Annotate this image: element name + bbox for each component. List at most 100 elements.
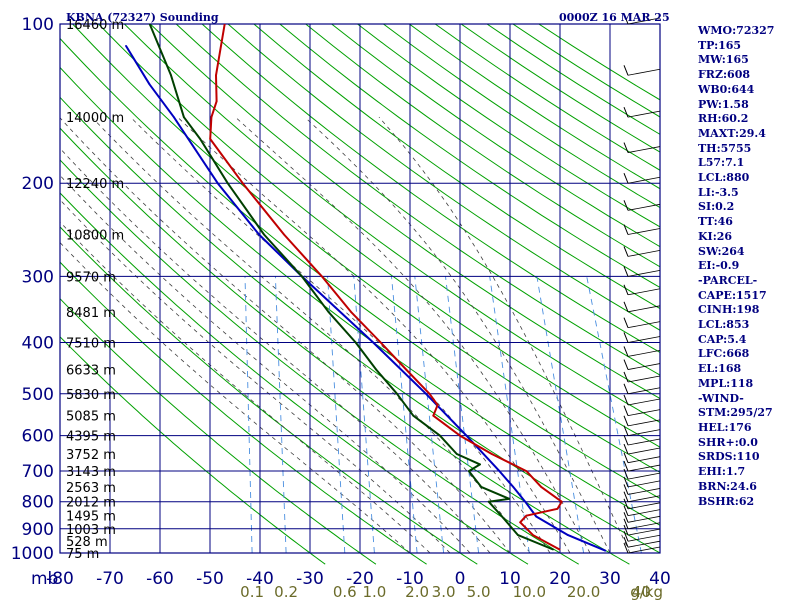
mixing-ratio-line xyxy=(536,276,585,554)
stat-item: HEL:176 xyxy=(698,420,752,434)
wind-barb xyxy=(627,146,661,153)
temperature-trace-point xyxy=(556,507,559,510)
pressure-label-700: 700 xyxy=(22,462,54,482)
moist-adiabat xyxy=(60,117,511,554)
stat-item: FRZ:608 xyxy=(698,68,751,82)
profiles xyxy=(125,24,607,552)
temperature-trace-point xyxy=(540,486,543,488)
parcel-trace-point xyxy=(258,233,260,236)
wind-barb-flag xyxy=(623,505,629,516)
dewpoint-trace-point xyxy=(517,534,519,536)
pressure-label-400: 400 xyxy=(22,333,54,353)
temperature-trace-point xyxy=(215,100,218,103)
wind-barb-flag xyxy=(623,468,629,480)
height-label: 2563 m xyxy=(66,481,116,496)
temperature-tick--40: -40 xyxy=(246,569,274,589)
temperature-trace-point xyxy=(379,341,382,344)
height-label: 5085 m xyxy=(66,410,116,425)
temperature-tick--10: -10 xyxy=(396,569,424,589)
wind-barb xyxy=(627,110,661,118)
mixing-ratio-unit: g/kg xyxy=(630,583,663,600)
height-label: 12240 m xyxy=(66,177,124,192)
stat-item: MPL:118 xyxy=(698,376,754,390)
dewpoint-trace xyxy=(148,24,554,551)
mixing-ratio-line xyxy=(353,276,375,554)
pressure-label-100: 100 xyxy=(22,15,54,35)
stat-item: CINH:198 xyxy=(698,303,760,317)
temperature-tick--20: -20 xyxy=(346,569,374,589)
wind-barb xyxy=(627,515,661,523)
mixing-ratio-line xyxy=(274,276,287,554)
stat-item: SI:0.2 xyxy=(698,200,735,214)
wind-barb-flag xyxy=(623,383,629,394)
wind-barb xyxy=(627,17,661,25)
height-label: 6633 m xyxy=(66,364,116,379)
wind-barb xyxy=(627,387,661,395)
temperature-trace-point xyxy=(283,233,285,236)
temperature-tick--50: -50 xyxy=(196,569,224,589)
height-label: 8481 m xyxy=(66,306,116,321)
temperature-trace-point xyxy=(558,548,561,551)
dewpoint-trace-point xyxy=(148,24,151,25)
dry-adiabat xyxy=(253,24,660,310)
dry-adiabat xyxy=(227,24,660,331)
temperature-tick--70: -70 xyxy=(96,569,124,589)
wind-barb xyxy=(627,472,661,480)
wind-barb-flag xyxy=(623,518,629,529)
dry-adiabat xyxy=(60,336,326,565)
mixing-ratio-line xyxy=(391,276,418,554)
dry-adiabat xyxy=(201,24,660,353)
isobar-isotherm-grid xyxy=(59,23,661,554)
stat-item: SW:264 xyxy=(698,244,745,258)
wind-barbs xyxy=(623,13,661,554)
stat-item: SRDS:110 xyxy=(698,450,760,464)
wind-barb xyxy=(627,488,661,495)
stat-item: LCL:880 xyxy=(698,171,750,185)
wind-barb-flag xyxy=(623,452,629,463)
dewpoint-trace-point xyxy=(183,116,185,119)
dewpoint-trace-point xyxy=(199,138,202,140)
dewpoint-trace-point xyxy=(354,341,357,344)
wind-barb-flag xyxy=(623,415,629,427)
height-label: 5830 m xyxy=(66,388,116,403)
parcel-trace-point xyxy=(465,434,468,437)
wind-barb-flag xyxy=(623,346,629,357)
dry-adiabat xyxy=(60,37,660,499)
sounding-indices-panel: WMO:72327 TP:165 MW:165 FRZ:608 WB0:644 PW:1.… xyxy=(698,24,774,509)
dewpoint-trace-point xyxy=(439,434,441,437)
wind-barb-flag xyxy=(623,460,629,472)
dry-adiabat xyxy=(60,297,377,565)
dry-adiabat xyxy=(149,24,660,400)
wind-barb-flag xyxy=(623,142,629,153)
dewpoint-trace-point xyxy=(500,514,503,517)
mixing-ratio-label: 10.0 xyxy=(513,583,546,600)
pressure-label-600: 600 xyxy=(22,427,54,447)
height-label: 528 m xyxy=(66,535,108,550)
height-label: 1495 m xyxy=(66,510,116,525)
dewpoint-trace-point xyxy=(170,74,172,77)
temperature-tick-10: 10 xyxy=(499,569,521,589)
stat-item: TH:5755 xyxy=(698,141,752,155)
wind-barb-flag xyxy=(623,13,629,25)
stat-item: TP:165 xyxy=(698,38,742,52)
wind-barb xyxy=(627,203,661,211)
pressure-label-200: 200 xyxy=(22,174,54,194)
wind-barb-flag xyxy=(623,498,629,509)
wind-barb-flag xyxy=(623,371,629,383)
temperature-trace-point xyxy=(223,24,226,25)
plot-frame xyxy=(59,23,661,554)
stat-item: KI:26 xyxy=(698,229,733,243)
wind-barb-flag xyxy=(623,531,629,542)
height-label: 16460 m xyxy=(66,18,124,33)
moist-adiabat xyxy=(60,174,471,554)
dry-adiabat xyxy=(305,24,660,268)
sounding-time: 0000Z 16 MAR 25 xyxy=(559,11,670,24)
temperature-tick-30: 30 xyxy=(599,569,621,589)
dewpoint-trace-point xyxy=(263,233,265,236)
stat-item: SHR+:0.0 xyxy=(698,435,758,449)
parcel-trace-point xyxy=(512,486,515,488)
dry-adiabat xyxy=(60,66,660,526)
background-lines xyxy=(60,24,660,565)
wind-barb-flag xyxy=(623,246,629,257)
wind-barb xyxy=(627,176,661,184)
